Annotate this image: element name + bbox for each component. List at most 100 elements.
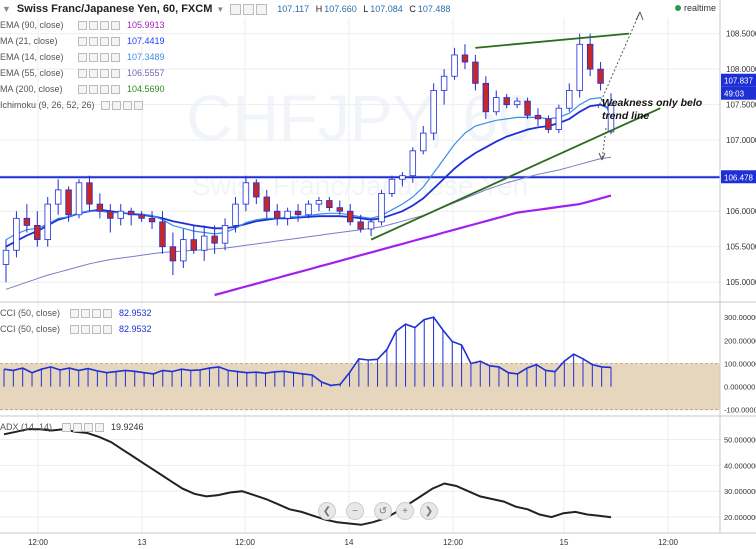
indicator-legend-value: 107.3489 [127,52,165,62]
candle-body [75,182,83,216]
candle-body [200,235,208,251]
adx-legend-controls[interactable] [62,422,104,432]
indicator-legend-value: 107.4419 [127,36,165,46]
indicator-legend-controls[interactable] [78,20,120,30]
candle-body [315,200,323,205]
realtime-label: realtime [683,3,716,13]
candle-body [96,203,104,212]
indicator-legend-controls[interactable] [100,100,143,110]
time-tick-label: 12:00 [658,538,679,547]
candle-body [34,225,41,241]
symbol-dropdown-icon[interactable]: ▼ [2,4,11,14]
cci-legend-value: 82.9532 [119,308,152,318]
candle-body [294,210,302,216]
candle-body [367,221,375,230]
reset-view-button[interactable]: ↺ [374,502,392,520]
candle-body [347,210,354,223]
cci-legend-label: CCI (50, close) [0,308,61,318]
title-controls[interactable] [230,3,268,15]
cci-legend-controls[interactable] [70,308,112,318]
candle-body [461,54,469,63]
candle-body [326,200,333,209]
candle-body [524,100,531,116]
candle-body [169,246,177,262]
indicator-legend-value: 105.9913 [127,20,165,30]
indicator-legend-label: EMA (90, close) [0,20,64,30]
moving-average-line [5,156,612,290]
indicator-legend-controls[interactable] [78,68,120,78]
candle-body [430,90,437,134]
countdown-tag: 49:03 [724,90,745,99]
price-tick-label: 108.500000 [726,30,756,39]
chart-header: ▼ Swiss Franc/Japanese Yen, 60, FXCM ▼ 1… [0,0,756,18]
projection-arrow-up [597,11,641,109]
adx-tick-label: 20.000000 [724,513,756,522]
candle-body [138,214,145,219]
price-tick-label: 106.000000 [726,207,756,216]
cci-legend-controls[interactable] [70,324,112,334]
trend-line [475,32,630,49]
adx-tick-label: 30.000000 [724,487,756,496]
indicator-legend-label: Ichimoku (9, 26, 52, 26) [0,100,95,110]
zoom-out-button[interactable]: − [346,502,364,520]
candle-body [597,68,604,84]
candle-body [576,43,583,91]
indicator-legend-row[interactable]: EMA (90, close) 105.9913 [0,18,165,32]
cci-legend-label: CCI (50, close) [0,324,61,334]
candle-body [127,210,135,216]
cci-tick-label: 0.000000 [724,383,755,392]
candle-body [555,107,563,130]
candle-body [54,189,62,205]
cci-tick-label: 300.000000 [724,313,756,322]
price-tick-label: 107.500000 [726,101,756,110]
title-menu-icon[interactable]: ▼ [216,4,225,14]
scroll-left-button[interactable]: ❮ [318,502,336,520]
cci-tick-label: 200.000000 [724,336,756,345]
candle-body [607,105,615,133]
candle-body [534,114,542,120]
candle-body [440,75,448,91]
candle-body [566,90,573,109]
indicator-legend-value: 106.5557 [127,68,165,78]
candle-body [399,175,406,180]
adx-line [3,428,612,526]
indicator-legend-label: EMA (14, close) [0,52,64,62]
zoom-in-button[interactable]: + [396,502,414,520]
ohlc-high-value: 107.660 [324,4,357,14]
candle-body [65,189,72,216]
candle-body [159,221,166,248]
time-tick-label: 12:00 [235,538,256,547]
cci-tick-label: -100.000000 [724,406,756,415]
scroll-right-button[interactable]: ❯ [420,502,438,520]
indicator-legend-row[interactable]: MA (21, close) 107.4419 [0,34,165,48]
indicator-legend-row[interactable]: Ichimoku (9, 26, 52, 26) [0,98,146,112]
candle-body [388,178,396,194]
ohlc-close-key: C [409,4,416,14]
candle-body [420,132,427,152]
indicator-legend-controls[interactable] [78,84,120,94]
trend-line [370,107,661,241]
projection-arrowhead-down [598,152,606,161]
indicator-legend-controls[interactable] [78,36,120,46]
candle-body [13,217,20,251]
indicator-legend-controls[interactable] [78,52,120,62]
cci-neutral-band [0,363,720,410]
candle-body [180,239,187,262]
ohlc-open-value: 107.117 [277,4,310,14]
candle-body [117,210,124,219]
indicator-legend-row[interactable]: EMA (14, close) 107.3489 [0,50,165,64]
adx-legend[interactable]: ADX (14, 14) 19.9246 [0,420,144,434]
cci-legend-row[interactable]: CCI (50, close) 82.9532 [0,306,152,320]
candle-body [586,43,594,70]
ohlc-high-key: H [315,4,323,14]
candle-body [451,54,458,77]
candle-body [86,182,93,205]
indicator-legend-row[interactable]: MA (200, close) 104.5690 [0,82,165,96]
candle-body [148,217,156,223]
price-tick-label: 105.000000 [726,278,756,287]
cci-legend-row[interactable]: CCI (50, close) 82.9532 [0,322,152,336]
indicator-legend-row[interactable]: EMA (55, close) 106.5557 [0,66,165,80]
candle-body [190,239,197,251]
